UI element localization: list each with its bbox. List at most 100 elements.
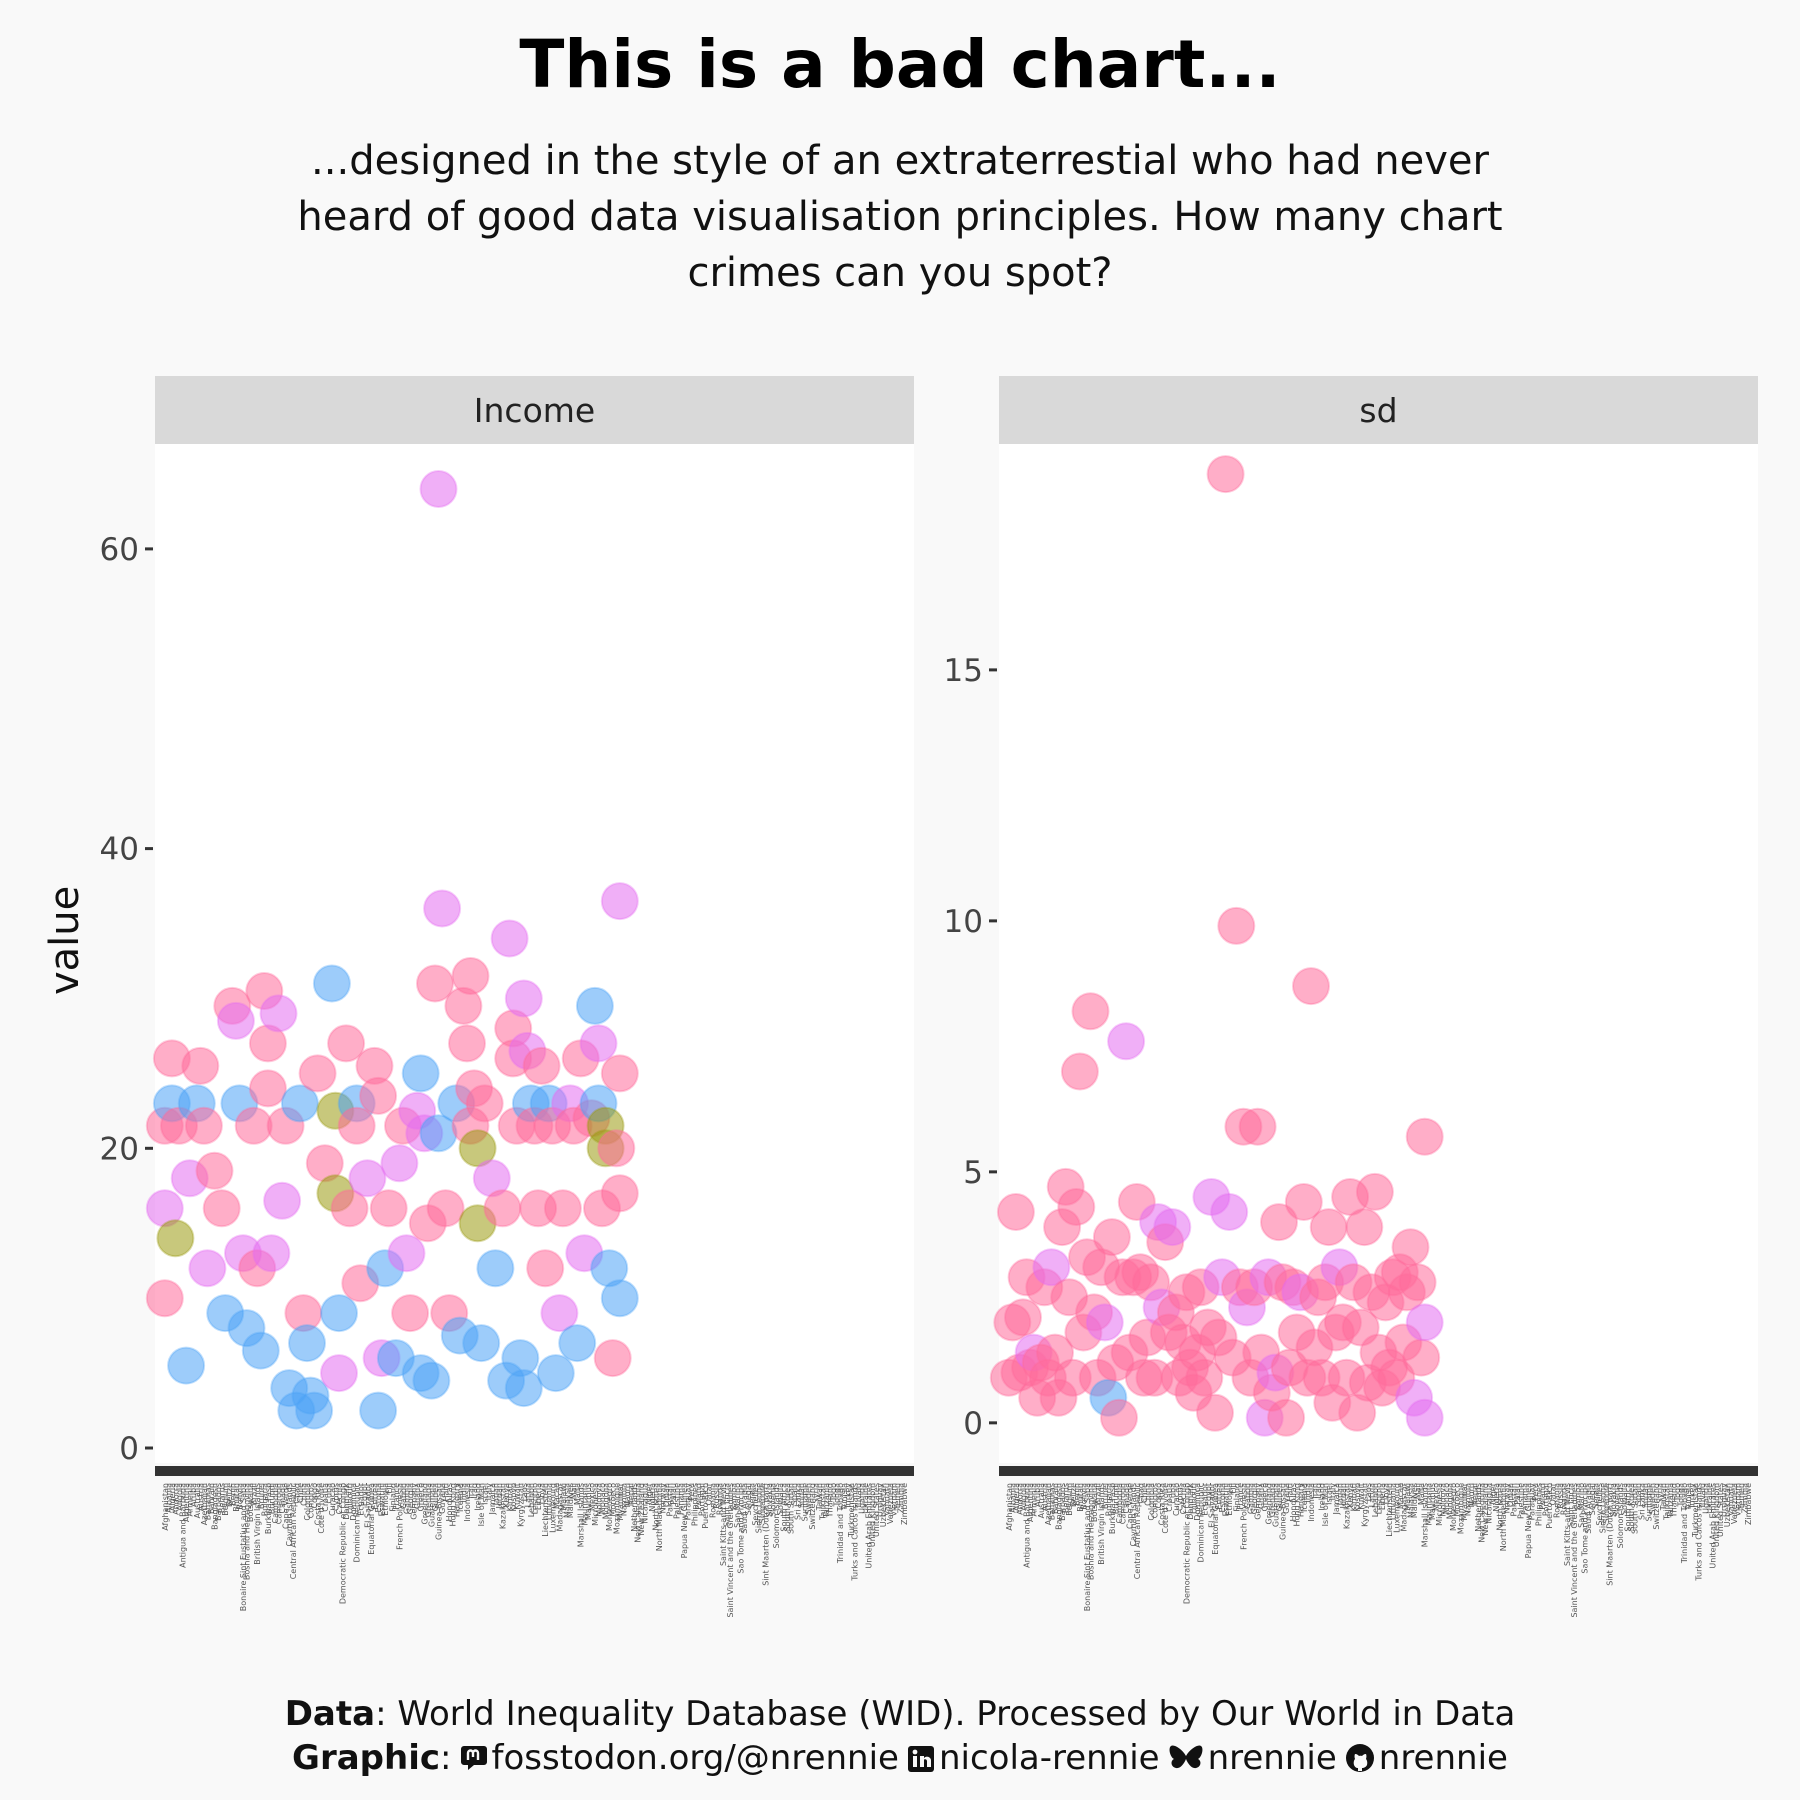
x-tick-label: Montenegro	[605, 1483, 614, 1531]
x-tick-label: Austria	[196, 1483, 205, 1511]
y-tick-label: 40	[100, 832, 139, 868]
chart-subtitle: ...designed in the style of an extraterr…	[0, 133, 1800, 301]
x-tick-label: San Marino	[733, 1483, 742, 1528]
x-tick-label: Grenada	[1268, 1483, 1277, 1517]
linkedin-link[interactable]: nicola-rennie	[938, 1738, 1160, 1778]
data-point	[167, 1346, 206, 1385]
x-tick-label: Zambia	[1741, 1483, 1750, 1513]
x-tick-label: Lebanon	[1371, 1483, 1380, 1517]
x-tick-label: Curacao	[328, 1483, 337, 1516]
x-tick-label: Morocco	[1453, 1483, 1462, 1517]
x-tick-label: Monaco	[598, 1483, 607, 1514]
x-tick-label: Czechia	[1179, 1483, 1188, 1514]
data-point	[1210, 1193, 1249, 1231]
data-point	[369, 1189, 408, 1228]
x-tick-label: Ethiopia	[1225, 1483, 1234, 1516]
x-tick-label: Italy	[1328, 1483, 1337, 1501]
x-tick-label: Sint Maarten (Dutch part)	[1606, 1483, 1615, 1586]
x-tick-label: Guinea	[431, 1483, 440, 1511]
subtitle-line: crimes can you spot?	[687, 250, 1113, 296]
x-tick-label: Nicaragua	[1485, 1483, 1494, 1524]
data-point	[401, 1054, 440, 1093]
x-tick-label: Algeria	[1012, 1483, 1021, 1511]
x-tick-label: Zambia	[897, 1483, 906, 1513]
x-tick-label: Antigua and Barbuda	[1023, 1483, 1032, 1568]
x-tick-label: Laos	[1364, 1483, 1373, 1501]
bluesky-link[interactable]: nrennie	[1207, 1738, 1337, 1778]
x-tick-label: Guatemala	[1271, 1483, 1280, 1527]
data-point	[359, 1076, 398, 1115]
data-point	[416, 964, 454, 1003]
x-tick-label: Saint Lucia	[1567, 1483, 1576, 1527]
x-tick-label: Ghana	[413, 1483, 422, 1509]
mastodon-icon	[460, 1740, 488, 1784]
x-tick-label: Denmark	[342, 1483, 351, 1520]
x-tick-label: Kyrgyzstan	[1360, 1483, 1369, 1527]
x-tick-label: Antigua and Barbuda	[179, 1483, 188, 1568]
x-tick-label: Burkina Faso	[1108, 1483, 1117, 1534]
data-point	[540, 1294, 579, 1333]
x-tick-label: Andorra	[171, 1483, 180, 1515]
x-tick-label: Seychelles	[1595, 1483, 1604, 1526]
x-tick-label: Russia	[1556, 1483, 1565, 1509]
x-tick-label: Mali	[570, 1483, 579, 1499]
x-tick-label: Switzerland	[1652, 1483, 1661, 1530]
x-tick-label: Vanuatu	[1726, 1483, 1735, 1516]
x-tick-label: Belize	[1069, 1483, 1078, 1507]
data-point	[1060, 1052, 1099, 1091]
x-tick-label: Libya	[538, 1483, 547, 1504]
caption-graphic-sep: :	[440, 1738, 452, 1778]
x-tick-label: Poland	[1538, 1483, 1547, 1510]
x-tick-label: Iceland	[456, 1483, 465, 1512]
x-tick-label: Central African Republic	[1133, 1483, 1142, 1579]
x-tick-label: Chad	[1136, 1483, 1145, 1504]
x-tick-label: Colombia	[1147, 1483, 1156, 1521]
x-tick-label: New Zealand	[637, 1483, 646, 1536]
subtitle-line: heard of good data visualisation princip…	[297, 194, 1503, 240]
x-tick-label: Philippines	[691, 1483, 700, 1526]
data-point	[1185, 1358, 1224, 1397]
x-tick-label: Uganda	[1702, 1483, 1711, 1514]
x-tick-label: Mali	[1414, 1483, 1423, 1499]
x-tick-label: Jordan	[1339, 1483, 1348, 1509]
x-tick-label: Hungary	[1296, 1483, 1305, 1517]
x-tick-label: Mongolia	[602, 1483, 611, 1519]
github-link[interactable]: nrennie	[1378, 1738, 1508, 1778]
data-point	[1405, 1303, 1444, 1342]
caption-data-label: Data	[284, 1694, 376, 1734]
mastodon-link[interactable]: fosstodon.org/@nrennie	[491, 1738, 899, 1778]
x-tick-label: Cayman Islands	[1129, 1483, 1138, 1547]
x-tick-label: Ireland	[474, 1483, 483, 1511]
x-tick-label: Macao	[552, 1483, 561, 1509]
x-tick-label: Honduras	[1289, 1483, 1298, 1522]
x-tick-label: Bosnia and Herzegovina	[243, 1483, 252, 1580]
x-tick-label: Guinea-Bissau	[435, 1483, 444, 1540]
x-tick-label: Sao Tome and Principe	[737, 1483, 746, 1574]
x-tick-label: Oman	[662, 1483, 671, 1507]
caption-graphic-label: Graphic	[292, 1738, 441, 1778]
x-tick-label: United Arab Emirates	[865, 1483, 874, 1569]
x-tick-label: Argentina	[1026, 1483, 1035, 1522]
x-tick-label: Poland	[694, 1483, 703, 1510]
x-tick-label: Morocco	[609, 1483, 618, 1517]
linkedin-icon	[907, 1740, 935, 1784]
x-tick-label: Tunisia	[840, 1483, 849, 1511]
x-tick-label: Malaysia	[1407, 1483, 1416, 1518]
x-tick-label: Uzbekistan	[1723, 1483, 1732, 1527]
data-point	[1398, 1263, 1437, 1302]
x-tick-label: Costa Rica	[1158, 1483, 1167, 1525]
x-tick-label: Vietnam	[1734, 1483, 1743, 1517]
x-tick-label: India	[459, 1483, 468, 1503]
data-point	[1107, 1022, 1146, 1061]
x-tick-label: Kuwait	[1357, 1483, 1366, 1510]
x-tick-label: Eswatini	[378, 1483, 387, 1516]
x-tick-label: Portugal	[1542, 1483, 1551, 1516]
x-tick-label: Rwanda	[715, 1483, 724, 1515]
x-tick-label: Luxembourg	[548, 1483, 557, 1533]
x-tick-label: Romania	[708, 1483, 717, 1518]
data-point	[1391, 1228, 1430, 1267]
x-tick-label: Albania	[164, 1483, 173, 1513]
data-point	[1309, 1208, 1348, 1247]
x-tick-label: Iran	[467, 1483, 476, 1499]
x-tick-label: Kenya	[1346, 1483, 1355, 1508]
